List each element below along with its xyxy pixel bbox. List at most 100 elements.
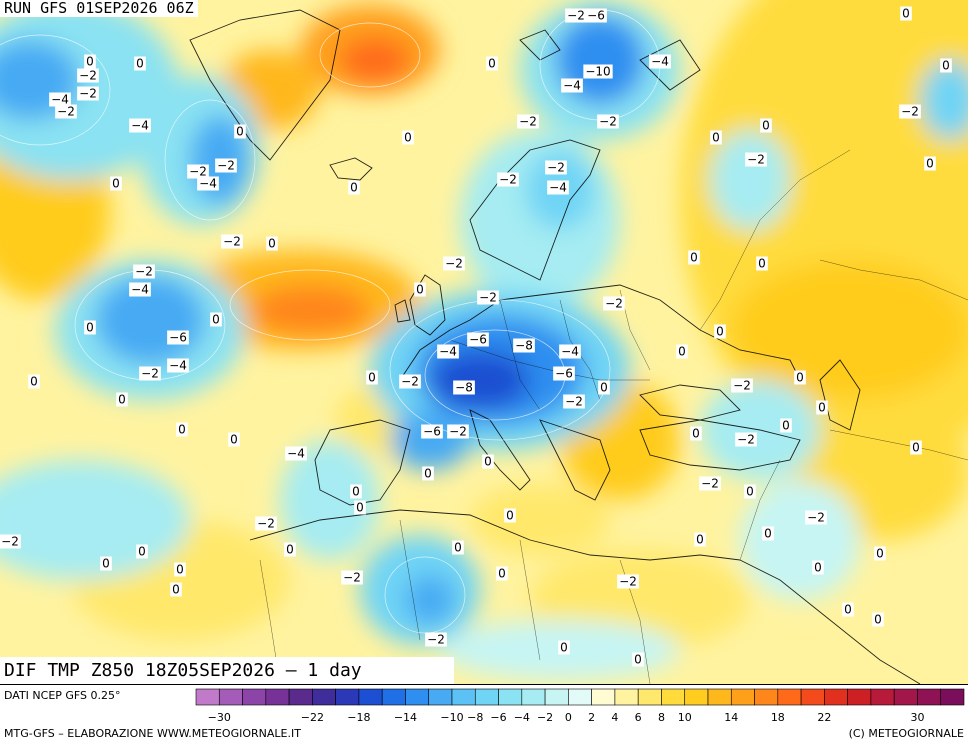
legend-swatch <box>777 688 802 706</box>
contour-label-box <box>134 56 146 71</box>
contour-label-box <box>565 8 587 23</box>
legend-swatch <box>498 688 523 706</box>
contour-label-box <box>210 312 222 327</box>
legend-swatch <box>521 688 546 706</box>
contour-label-box <box>517 114 539 129</box>
contour-label-box <box>603 296 625 311</box>
contour-label-box <box>350 484 362 499</box>
contour-label-box <box>77 68 99 83</box>
legend-tick-label: −14 <box>394 711 417 724</box>
legend-swatch <box>591 688 616 706</box>
contour-label-box <box>100 556 112 571</box>
contour-label: 0 <box>350 181 358 195</box>
contour-label: 0 <box>30 375 38 389</box>
contour-label: −4 <box>169 359 187 373</box>
contour-label-box <box>714 324 726 339</box>
legend-swatch <box>335 688 360 706</box>
contour-label-box <box>414 282 426 297</box>
contour-label-box <box>710 130 722 145</box>
legend-swatch <box>544 688 569 706</box>
contour-label-box <box>547 180 569 195</box>
footer: −30 −22 −18 −14 −10 −8 −6 −4 −2 0 2 4 6 8 10 14 18 22 30 D… <box>0 684 968 746</box>
contour-label: −2 <box>57 105 75 119</box>
contour-label: −4 <box>439 345 457 359</box>
contour-label: −6 <box>169 331 187 345</box>
contour-label: 0 <box>230 433 238 447</box>
contour-label: −2 <box>141 367 159 381</box>
legend-swatch <box>847 688 872 706</box>
contour-label-box <box>0 534 21 549</box>
legend-swatch <box>730 688 755 706</box>
legend-tick-label: −10 <box>440 711 463 724</box>
contour-label: −4 <box>561 345 579 359</box>
contour-label-box <box>762 526 774 541</box>
contour-label-box <box>632 652 644 667</box>
contour-label: 0 <box>112 177 120 191</box>
contour-label: 0 <box>876 547 884 561</box>
contour-label: 0 <box>138 545 146 559</box>
legend-swatch <box>265 688 290 706</box>
contour-label: 0 <box>498 567 506 581</box>
contour-label: 0 <box>286 543 294 557</box>
contour-label-box <box>467 332 489 347</box>
contour-label-box <box>221 234 243 249</box>
legend-tick-label: 30 <box>910 711 924 724</box>
legend-swatch <box>707 688 732 706</box>
temperature-anomaly-map: −2 −6−4−10−4−2−2−2−4−2−2−4−2−4 −2 −2−2−2−4−… <box>0 0 968 684</box>
contour-label: 0 <box>746 485 754 499</box>
contour-label: 0 <box>416 283 424 297</box>
contour-label: −6 <box>587 9 605 23</box>
contour-label-box <box>170 582 182 597</box>
contour-label: −6 <box>423 425 441 439</box>
contour-label-box <box>940 58 952 73</box>
contour-label: 0 <box>172 583 180 597</box>
contour-label: 0 <box>814 561 822 575</box>
contour-label-box <box>285 446 307 461</box>
contour-label: 0 <box>212 313 220 327</box>
contour-label-box <box>688 250 700 265</box>
contour-label-box <box>129 118 151 133</box>
contour-label: −2 <box>519 115 537 129</box>
contour-label-box <box>805 510 827 525</box>
contour-label-box <box>780 418 792 433</box>
contour-label: 0 <box>356 501 364 515</box>
contour-label: −2 <box>599 115 617 129</box>
contour-label: 0 <box>404 131 412 145</box>
contour-label-box <box>354 500 366 515</box>
contour-label: 0 <box>484 455 492 469</box>
contour-label-box <box>649 54 671 69</box>
legend-tick-label: −18 <box>347 711 370 724</box>
contour-label: −6 <box>469 333 487 347</box>
run-label: RUN GFS 01SEP2026 06Z <box>0 0 198 17</box>
contour-label-box <box>563 394 585 409</box>
legend-tick-label: 14 <box>724 711 738 724</box>
legend-swatch <box>754 688 779 706</box>
contour-label: −2 <box>449 425 467 439</box>
legend-swatch <box>637 688 662 706</box>
contour-label-box <box>900 6 912 21</box>
contour-label-box <box>872 612 884 627</box>
contour-label: 0 <box>424 467 432 481</box>
contour-label: 0 <box>690 251 698 265</box>
contour-label: 0 <box>844 603 852 617</box>
contour-label: 0 <box>488 57 496 71</box>
legend-swatch <box>893 688 918 706</box>
contour-label-box <box>598 380 610 395</box>
contour-label: 0 <box>236 125 244 139</box>
legend-swatch <box>940 688 965 706</box>
contour-label-box <box>513 338 535 353</box>
contour-label: 0 <box>86 321 94 335</box>
contour-label: 0 <box>942 59 950 73</box>
contour-label: −2 <box>701 477 719 491</box>
legend-swatch <box>614 688 639 706</box>
contour-label-box <box>77 86 99 101</box>
legend-tick-label: 18 <box>771 711 785 724</box>
contour-label-box <box>49 92 71 107</box>
contour-label-box <box>874 546 886 561</box>
contour-label: −2 <box>189 165 207 179</box>
contour-label: −2 <box>479 291 497 305</box>
contour-label-box <box>496 566 508 581</box>
contour-label-box <box>176 422 188 437</box>
contour-label: −2 <box>565 395 583 409</box>
